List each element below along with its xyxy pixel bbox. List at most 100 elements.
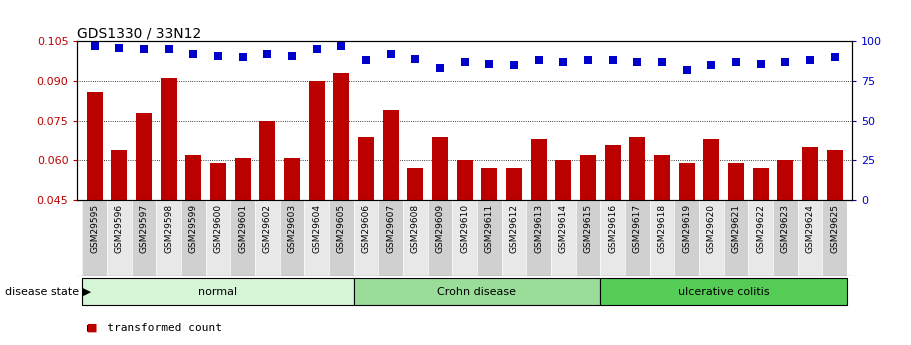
- Bar: [255, 200, 280, 276]
- Bar: [329, 200, 353, 276]
- Point: [285, 53, 300, 58]
- Text: GSM29611: GSM29611: [485, 204, 494, 253]
- Bar: [580, 155, 596, 200]
- Bar: [210, 163, 226, 200]
- Point: [630, 59, 644, 65]
- Bar: [527, 200, 551, 276]
- Point: [334, 43, 349, 49]
- Text: GSM29603: GSM29603: [288, 204, 296, 253]
- Bar: [160, 78, 177, 200]
- Bar: [304, 200, 329, 276]
- Text: GSM29595: GSM29595: [90, 204, 99, 253]
- Text: GSM29608: GSM29608: [411, 204, 420, 253]
- Bar: [452, 200, 477, 276]
- Bar: [481, 168, 497, 200]
- Text: normal: normal: [199, 287, 238, 296]
- Point: [260, 51, 274, 57]
- Point: [605, 58, 619, 63]
- Point: [827, 55, 842, 60]
- Text: GSM29619: GSM29619: [682, 204, 691, 253]
- Text: GDS1330 / 33N12: GDS1330 / 33N12: [77, 26, 201, 40]
- Text: GSM29615: GSM29615: [583, 204, 592, 253]
- Text: GSM29617: GSM29617: [633, 204, 641, 253]
- Point: [803, 58, 817, 63]
- Text: GSM29601: GSM29601: [238, 204, 247, 253]
- Point: [704, 62, 719, 68]
- Bar: [674, 200, 699, 276]
- Bar: [600, 200, 625, 276]
- Bar: [87, 92, 103, 200]
- Text: GSM29600: GSM29600: [213, 204, 222, 253]
- Bar: [136, 113, 152, 200]
- Text: ulcerative colitis: ulcerative colitis: [678, 287, 770, 296]
- Bar: [699, 200, 723, 276]
- Text: GSM29602: GSM29602: [262, 204, 271, 253]
- Bar: [703, 139, 719, 200]
- Bar: [600, 277, 847, 306]
- Point: [457, 59, 472, 65]
- Bar: [157, 200, 181, 276]
- Text: GSM29612: GSM29612: [509, 204, 518, 253]
- Bar: [107, 200, 132, 276]
- Bar: [427, 200, 452, 276]
- Bar: [823, 200, 847, 276]
- Bar: [280, 200, 304, 276]
- Bar: [502, 200, 527, 276]
- Point: [408, 56, 423, 62]
- Text: GSM29606: GSM29606: [362, 204, 371, 253]
- Bar: [728, 163, 744, 200]
- Text: GSM29624: GSM29624: [805, 204, 814, 253]
- Bar: [679, 163, 694, 200]
- Bar: [260, 121, 275, 200]
- Text: GSM29598: GSM29598: [164, 204, 173, 253]
- Bar: [378, 200, 403, 276]
- Point: [310, 47, 324, 52]
- Bar: [206, 200, 230, 276]
- Point: [507, 62, 521, 68]
- Point: [531, 58, 546, 63]
- Bar: [407, 168, 424, 200]
- Bar: [82, 200, 107, 276]
- Point: [87, 43, 102, 49]
- Bar: [650, 200, 674, 276]
- Text: GSM29622: GSM29622: [756, 204, 765, 253]
- Bar: [230, 200, 255, 276]
- Text: GSM29607: GSM29607: [386, 204, 395, 253]
- Bar: [797, 200, 823, 276]
- Text: Crohn disease: Crohn disease: [437, 287, 517, 296]
- Point: [359, 58, 374, 63]
- Bar: [358, 137, 374, 200]
- Bar: [111, 150, 128, 200]
- Bar: [630, 137, 645, 200]
- Bar: [456, 160, 473, 200]
- Text: GSM29605: GSM29605: [337, 204, 346, 253]
- Bar: [777, 160, 793, 200]
- Bar: [530, 139, 547, 200]
- Point: [161, 47, 176, 52]
- Bar: [654, 155, 670, 200]
- Text: GSM29621: GSM29621: [732, 204, 741, 253]
- Bar: [773, 200, 797, 276]
- Text: GSM29616: GSM29616: [608, 204, 617, 253]
- Bar: [477, 200, 502, 276]
- Text: GSM29618: GSM29618: [658, 204, 667, 253]
- Bar: [506, 168, 522, 200]
- Text: GSM29620: GSM29620: [707, 204, 716, 253]
- Text: GSM29597: GSM29597: [139, 204, 148, 253]
- Text: GSM29614: GSM29614: [558, 204, 568, 253]
- Bar: [333, 73, 349, 200]
- Point: [556, 59, 570, 65]
- Text: GSM29599: GSM29599: [189, 204, 198, 253]
- Text: GSM29613: GSM29613: [534, 204, 543, 253]
- Text: GSM29610: GSM29610: [460, 204, 469, 253]
- Text: GSM29609: GSM29609: [435, 204, 445, 253]
- Bar: [353, 200, 378, 276]
- Point: [680, 67, 694, 73]
- Point: [655, 59, 670, 65]
- Bar: [752, 168, 769, 200]
- Bar: [605, 145, 620, 200]
- Bar: [309, 81, 324, 200]
- Point: [729, 59, 743, 65]
- Text: ■  transformed count: ■ transformed count: [87, 323, 221, 333]
- Bar: [826, 150, 843, 200]
